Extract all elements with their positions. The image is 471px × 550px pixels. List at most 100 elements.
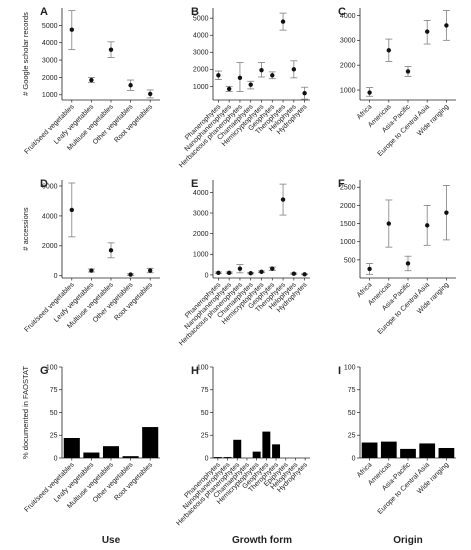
data-point [405, 261, 411, 266]
bar [83, 452, 100, 458]
y-tick-label: 0 [54, 455, 58, 462]
y-tick-label: 0 [54, 273, 58, 280]
bar [272, 444, 281, 458]
bar [380, 441, 397, 458]
data-point [425, 223, 430, 228]
y-tick-label: 5000 [42, 23, 58, 30]
panel-h: H0255075100PhanerophytesNanophanerophyte… [175, 364, 310, 527]
y-tick-label: 4000 [42, 40, 58, 47]
data-point [248, 82, 253, 87]
data-point [108, 47, 114, 52]
data-point [69, 207, 75, 213]
x-tick-label: Root vegetables [113, 281, 154, 322]
data-point [259, 269, 264, 275]
y-tick-label: 3000 [42, 57, 58, 64]
data-point [386, 221, 391, 226]
data-point [425, 29, 430, 34]
data-point [248, 271, 253, 276]
x-tick-label: Africa [356, 461, 374, 479]
panel-e: E01000200030004000PhanerophytesNanophane… [178, 178, 310, 347]
bar [361, 442, 378, 458]
y-tick-label: 4000 [340, 13, 356, 20]
column-label: Origin [393, 535, 422, 546]
panel-label: D [40, 178, 48, 190]
data-point [280, 197, 286, 202]
panel-a: A 1000 2000 3000 4000 5000 # Google scholar re… [21, 6, 160, 156]
panel-f: F5001000150020002500AfricaAmericasAsia-P… [338, 178, 456, 336]
panel-label: I [338, 365, 341, 377]
y-tick-label: 100 [344, 364, 356, 371]
y-tick-label: 75 [50, 387, 58, 394]
y-tick-label: 2000 [42, 75, 58, 82]
y-tick-label: 6000 [42, 183, 58, 190]
data-point [226, 86, 232, 92]
data-point [444, 210, 449, 215]
y-tick-label: 0 [205, 272, 209, 279]
data-point [69, 27, 75, 32]
data-point [226, 270, 232, 276]
y-tick-label: 1000 [340, 239, 356, 246]
y-tick-label: 5000 [193, 16, 209, 23]
y-tick-label: 3000 [193, 50, 209, 57]
data-point [89, 77, 94, 83]
data-point [291, 67, 297, 72]
y-tick-label: 1500 [340, 221, 356, 228]
bar [213, 457, 222, 458]
data-point [270, 266, 275, 271]
y-axis-label: # Google scholar records [21, 12, 30, 96]
y-tick-label: 4000 [42, 213, 58, 220]
y-tick-label: 75 [201, 387, 209, 394]
panel-label: E [191, 178, 198, 190]
y-tick-label: 25 [348, 433, 356, 440]
y-tick-label: 2500 [340, 185, 356, 192]
data-point [270, 73, 275, 78]
bar [262, 431, 271, 458]
bar [252, 451, 261, 458]
panel-c: C1000200030004000AfricaAmericasAsia-Paci… [338, 6, 456, 158]
panel-i: I0255075100AfricaAmericasAsia-PacificEur… [338, 364, 456, 516]
data-point [302, 90, 307, 96]
y-tick-label: 3000 [340, 38, 356, 45]
y-tick-label: 1000 [193, 84, 209, 91]
y-tick-label: 25 [201, 433, 209, 440]
bar [142, 427, 159, 458]
y-tick-label: 1000 [340, 87, 356, 94]
y-tick-label: 25 [50, 433, 58, 440]
bar [122, 456, 139, 458]
panel-label: G [40, 365, 49, 377]
y-axis-label: % documented in FAOSTAT [21, 366, 30, 460]
y-tick-label: 1000 [42, 92, 58, 99]
y-tick-label: 0 [352, 455, 356, 462]
y-tick-label: 1000 [193, 252, 209, 259]
y-tick-label: 2000 [340, 63, 356, 70]
data-point [89, 268, 94, 273]
y-tick-label: 3000 [193, 210, 209, 217]
data-point [386, 48, 391, 53]
data-point [128, 272, 133, 277]
data-point [367, 90, 372, 95]
data-point [444, 23, 449, 28]
panel-label: A [40, 6, 48, 18]
y-tick-label: 50 [201, 410, 209, 417]
column-label: Use [102, 535, 121, 546]
bar [438, 447, 455, 458]
data-point [216, 270, 221, 276]
panel-b: B10002000300040005000PhanerophytesNanoph… [178, 6, 310, 169]
y-tick-label: 100 [197, 364, 209, 371]
x-tick-label: Africa [356, 103, 374, 121]
data-point [280, 19, 286, 24]
data-point [148, 91, 153, 97]
y-tick-label: 50 [50, 410, 58, 417]
data-point [216, 73, 221, 78]
bar [400, 448, 416, 458]
y-tick-label: 2000 [42, 243, 58, 250]
y-tick-label: 2000 [193, 67, 209, 74]
panel-label: C [338, 6, 346, 18]
y-axis-label: # accessions [21, 207, 30, 251]
data-point [259, 67, 264, 73]
data-point [237, 266, 243, 271]
bar [419, 443, 436, 458]
